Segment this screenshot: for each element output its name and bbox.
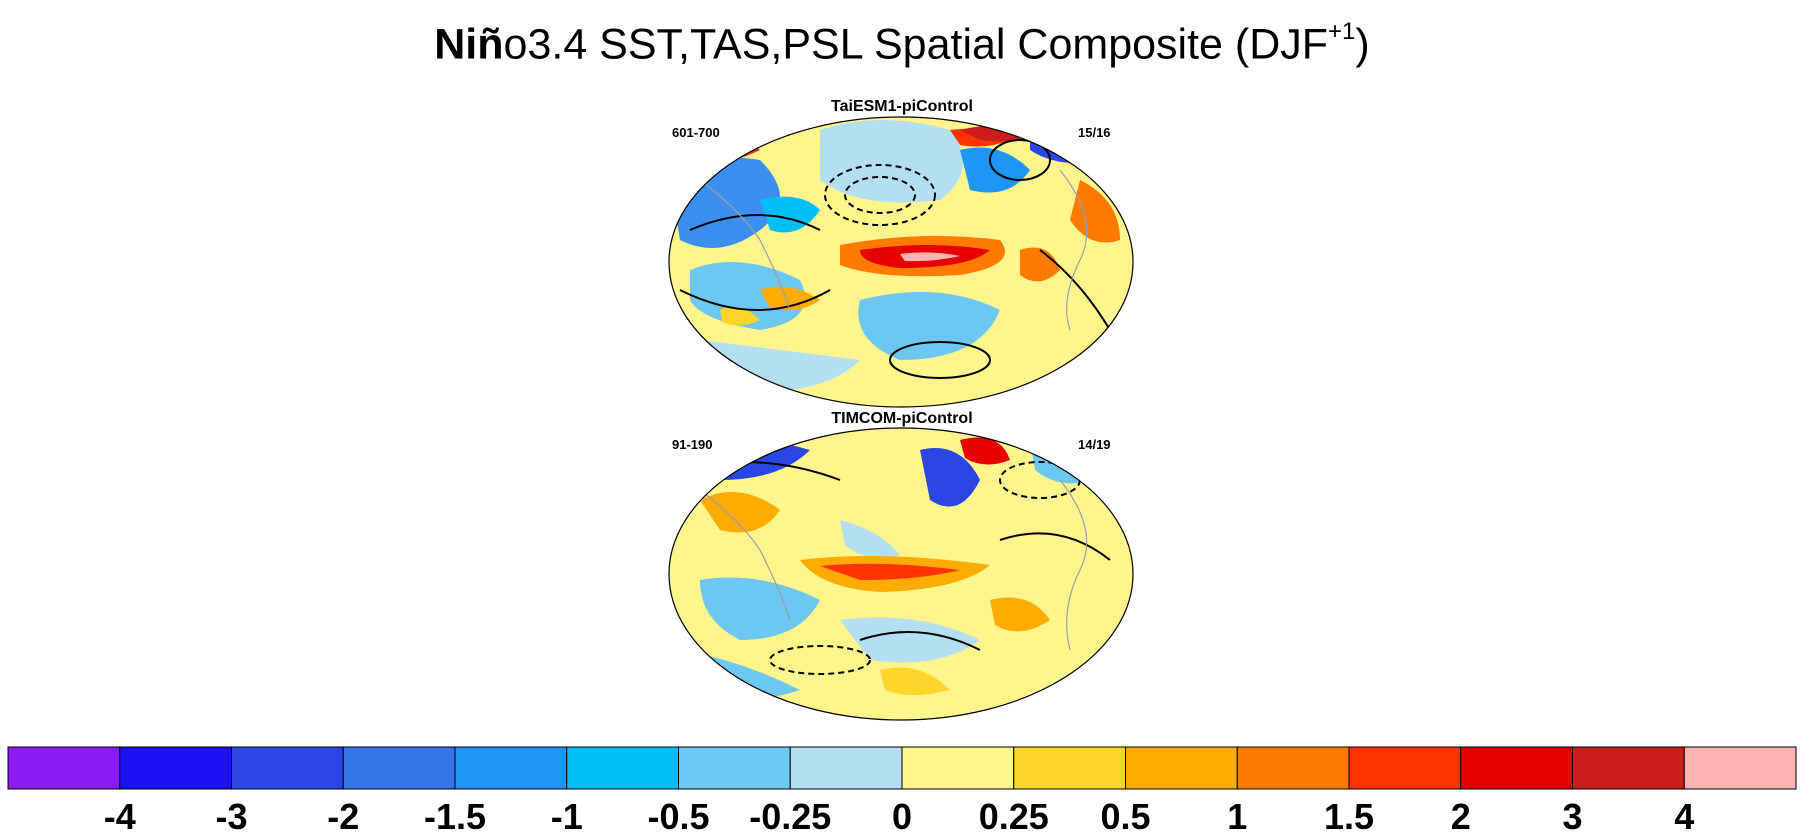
- colorbar-label: 0.5: [1100, 796, 1150, 837]
- colorbar-label: -1.5: [424, 796, 486, 837]
- colorbar-box: [1236, 746, 1350, 790]
- title-bold-part: Niñ: [434, 20, 504, 69]
- panel-years-timcom: 91-190: [672, 437, 713, 452]
- panel-count-timcom: 14/19: [1078, 437, 1111, 452]
- colorbar-box: [1013, 746, 1126, 790]
- colorbar-label: 1: [1227, 796, 1247, 837]
- colorbar-label: 1.5: [1324, 796, 1374, 837]
- colorbar-label: -0.5: [647, 796, 709, 837]
- colorbar-label: 2: [1451, 796, 1471, 837]
- panel-title-timcom: TIMCOM-piControl: [831, 410, 973, 427]
- colorbar-box: [454, 746, 568, 790]
- panel-title-taiesm1: TaiESM1-piControl: [831, 98, 973, 115]
- colorbar-box: [1683, 746, 1797, 790]
- title-text: o3.4 SST,TAS,PSL Spatial Composite (DJF: [503, 20, 1329, 69]
- map-timcom: [669, 428, 1133, 720]
- map-border-timcom: [668, 427, 1134, 721]
- panel-years-taiesm1: 601-700: [672, 125, 720, 140]
- colorbar-box: [7, 746, 121, 790]
- colorbar-box: [231, 746, 344, 790]
- colorbar-box: [678, 746, 791, 790]
- map-taiesm1: [669, 117, 1133, 407]
- panel-count-taiesm1: 15/16: [1078, 125, 1111, 140]
- colorbar-box: [1125, 746, 1238, 790]
- colorbar-boxes: [7, 746, 1797, 790]
- colorbar-label: -2: [327, 796, 359, 837]
- colorbar-box: [342, 746, 456, 790]
- colorbar-label: 0: [892, 796, 912, 837]
- colorbar-box: [901, 746, 1015, 790]
- title-close: ): [1355, 20, 1370, 69]
- colorbar-label: 3: [1562, 796, 1582, 837]
- colorbar-label: 4: [1674, 796, 1694, 837]
- colorbar-box: [1348, 746, 1462, 790]
- colorbar-label: -0.25: [749, 796, 831, 837]
- colorbar-box: [566, 746, 679, 790]
- colorbar-box: [1572, 746, 1685, 790]
- colorbar-label: -3: [215, 796, 247, 837]
- map-border-taiesm1: [668, 116, 1134, 408]
- colorbar-labels: -4 -3 -2 -1.5 -1 -0.5 -0.25 0 0.25 0.5 1 1.5 2 3 4: [104, 796, 1695, 837]
- colorbar-box: [789, 746, 903, 790]
- figure-title: Niño3.4 SST,TAS,PSL Spatial Composite (D…: [0, 8, 1804, 72]
- colorbar-label: -4: [104, 796, 136, 837]
- colorbar-box: [119, 746, 232, 790]
- colorbar-label: -1: [551, 796, 583, 837]
- title-superscript: +1: [1328, 18, 1356, 45]
- colorbar-label: 0.25: [979, 796, 1049, 837]
- colorbar-box: [1460, 746, 1573, 790]
